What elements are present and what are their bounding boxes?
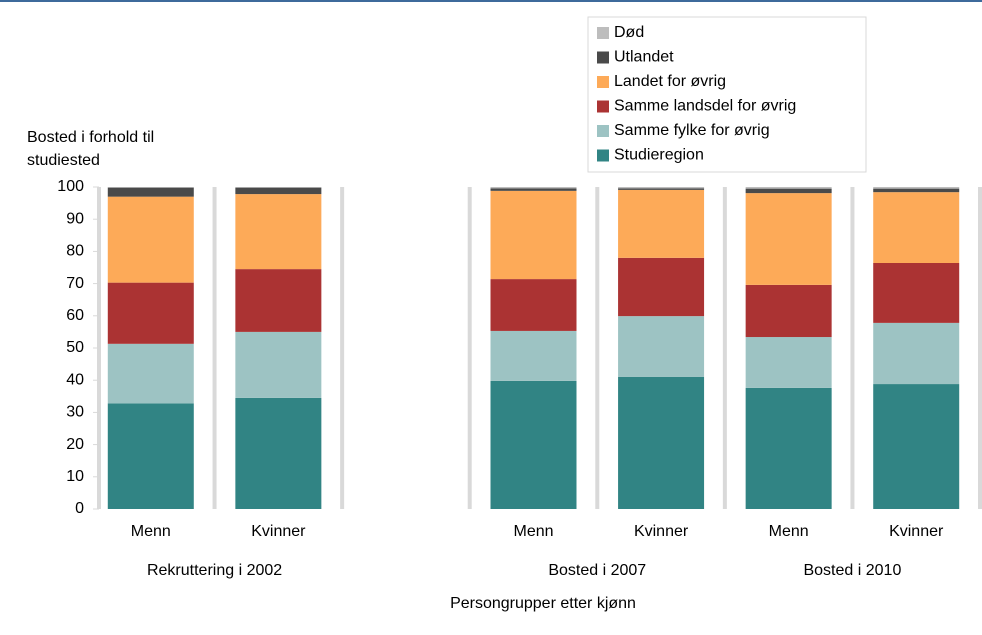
y-tick-label: 0 (75, 500, 84, 517)
bar-segment (235, 194, 322, 270)
bar-segment (873, 192, 960, 263)
y-tick-label: 10 (66, 468, 84, 485)
y-tick-label: 50 (66, 339, 84, 356)
legend-box (587, 16, 867, 173)
x-tick-label: Menn (131, 523, 171, 540)
bar-segment (745, 188, 832, 194)
bar-segment (745, 193, 832, 285)
bar-segment (873, 262, 960, 323)
bar-segment (235, 397, 322, 509)
y-tick-label: 70 (66, 275, 84, 292)
legend-label: Død (614, 24, 644, 41)
bar-segment (107, 187, 194, 197)
legend-label: Studieregion (614, 147, 704, 164)
bar-segment (745, 187, 832, 189)
bar-segment (490, 190, 577, 280)
bar-segment (490, 380, 577, 509)
legend-swatch (597, 76, 609, 88)
x-tick-label: Kvinner (634, 523, 689, 540)
legend-swatch (597, 149, 609, 162)
legend-swatch (597, 125, 609, 137)
y-tick-label: 80 (66, 243, 84, 260)
bar-segment (618, 257, 705, 317)
bar-segment (873, 322, 960, 385)
group-label: Bosted i 2010 (803, 562, 901, 579)
bar-segment (618, 187, 705, 189)
bar-segment (618, 188, 705, 190)
legend-label: Landet for øvrig (614, 73, 726, 90)
bar-segment (618, 316, 705, 377)
bar-segment (235, 269, 322, 332)
x-axis-title: Persongrupper etter kjønn (450, 595, 636, 612)
y-tick-label: 60 (66, 307, 84, 324)
legend-swatch (597, 100, 609, 113)
legend-label: Utlandet (614, 49, 674, 66)
bar-segment (618, 376, 705, 509)
top-rule (0, 0, 982, 2)
bar-segment (618, 189, 705, 258)
x-tick-label: Menn (769, 523, 809, 540)
bar-segment (235, 187, 322, 195)
legend-label: Samme fylke for øvrig (614, 122, 770, 139)
y-tick-label: 30 (66, 404, 84, 421)
x-tick-label: Kvinner (889, 523, 944, 540)
bar-segment (873, 188, 960, 193)
x-tick-label: Menn (513, 523, 553, 540)
legend-label: Samme landsdel for øvrig (614, 98, 796, 115)
bar-segment (107, 343, 194, 404)
group-label: Rekruttering i 2002 (147, 562, 282, 579)
bar-segment (873, 187, 960, 189)
bar-segment (107, 282, 194, 344)
bar-segment (490, 188, 577, 191)
bar-segment (107, 187, 194, 188)
legend-swatch (597, 27, 609, 39)
y-tick-label: 90 (66, 210, 84, 227)
y-tick-label: 100 (57, 178, 84, 195)
y-tick-label: 20 (66, 436, 84, 453)
legend-swatch (597, 51, 609, 64)
bar-segment (490, 187, 577, 189)
bar-segment (490, 330, 577, 381)
bar-segment (873, 384, 960, 509)
x-tick-label: Kvinner (251, 523, 306, 540)
bar-segment (107, 403, 194, 509)
group-label: Bosted i 2007 (548, 562, 646, 579)
bar-segment (490, 279, 577, 331)
bar-segment (745, 337, 832, 388)
bar-segment (235, 331, 322, 398)
bar-segment (235, 187, 322, 188)
bar-segment (745, 387, 832, 509)
y-axis-title: Bosted i forhold til studiested (27, 129, 155, 169)
y-tick-label: 40 (66, 371, 84, 388)
bar-segment (107, 196, 194, 283)
bar-segment (745, 284, 832, 338)
